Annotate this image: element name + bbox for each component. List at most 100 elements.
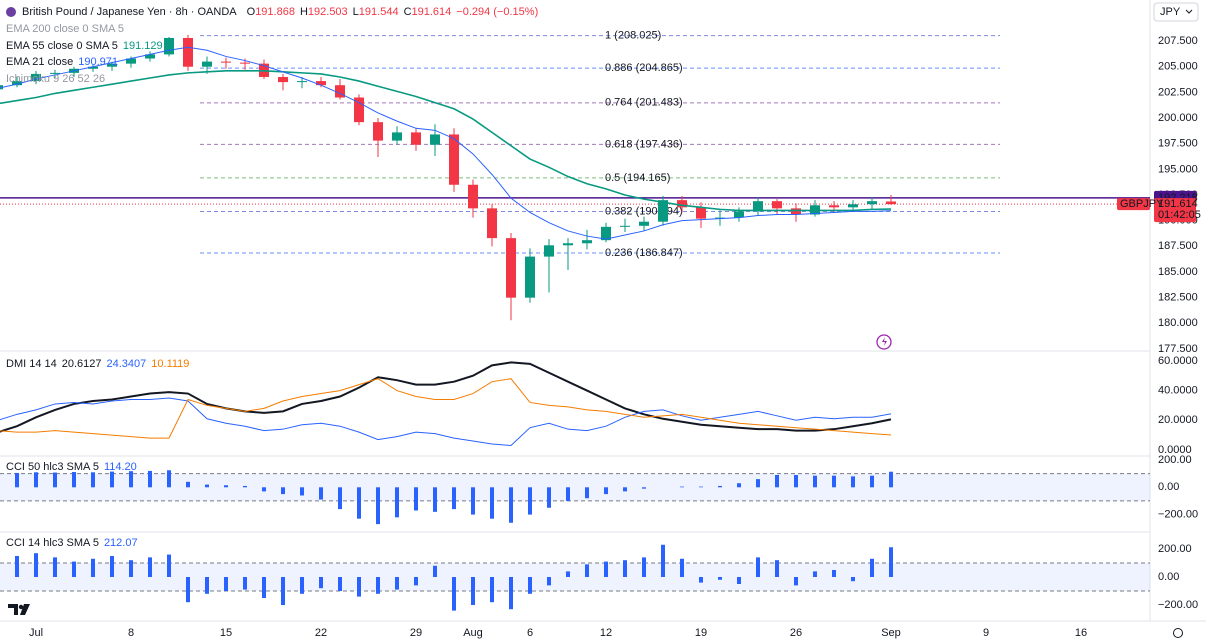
y-tick-label: 197.500 — [1158, 138, 1198, 150]
cci-bar — [471, 576, 475, 606]
dmi-line — [0, 361, 892, 433]
y-tick-label: 40.0000 — [1158, 384, 1198, 396]
price-tag — [1154, 198, 1196, 223]
cci-bar — [338, 487, 342, 510]
settings-icon[interactable] — [1173, 628, 1183, 638]
candle-body — [886, 201, 896, 205]
cci-bar — [72, 561, 76, 577]
x-tick-label: Jul — [29, 627, 43, 639]
cci-bar — [357, 576, 361, 597]
cci-bar — [794, 576, 798, 586]
cci-bar — [224, 485, 228, 488]
candle-body — [791, 208, 801, 215]
candle-body — [867, 201, 877, 205]
y-tick-label: 20.0000 — [1158, 414, 1198, 426]
cci-bar — [756, 557, 760, 577]
cci-bar — [509, 576, 513, 610]
cci-bar — [813, 571, 817, 577]
y-tick-label: −200.00 — [1158, 599, 1198, 611]
candle-body — [639, 221, 649, 226]
y-tick-label: 200.000 — [1158, 112, 1198, 124]
cci-bar — [794, 475, 798, 488]
cci-bar — [471, 487, 475, 515]
cci-bar — [167, 470, 171, 488]
x-tick-label: 6 — [527, 627, 533, 639]
legend-value: 10.1119 — [151, 358, 189, 370]
x-tick-label: 8 — [128, 627, 134, 639]
cci-bar — [623, 487, 627, 492]
fib-label: 0.5 (194.165) — [605, 172, 670, 184]
legend-value: 20.6127 — [62, 358, 102, 370]
cci-bar — [186, 576, 190, 603]
candle-body — [696, 207, 706, 219]
y-tick-label: 177.500 — [1158, 343, 1198, 355]
cci-bar — [604, 561, 608, 577]
ohlc-value: 191.868 — [255, 6, 295, 18]
cci-bar — [509, 487, 513, 523]
cci-bar — [699, 576, 703, 583]
alert-icon[interactable] — [876, 334, 892, 350]
fib-label: 0.764 (201.483) — [605, 97, 683, 109]
legend-value: 212.07 — [104, 537, 138, 549]
countdown: 01:42:05 — [1158, 209, 1201, 221]
candle-body — [525, 256, 535, 298]
cci-bar — [148, 470, 152, 488]
cci-bar — [262, 487, 266, 492]
legend-value: 24.3407 — [107, 358, 147, 370]
symbol-tag — [1117, 198, 1150, 211]
x-tick-label: 26 — [790, 627, 802, 639]
legend-entry: Ichimoku 9 26 52 26 — [6, 73, 105, 85]
panel-legend: CCI 50 hlc3 SMA 5 114.20 — [6, 461, 137, 473]
cci-bar — [300, 487, 304, 496]
legend-name: EMA 200 close 0 SMA 5 — [6, 23, 124, 35]
candle-body — [544, 245, 554, 257]
cci-bar — [585, 564, 589, 577]
cci-bar — [604, 487, 608, 495]
alert-bolt[interactable] — [882, 337, 887, 346]
fib-label: 0.886 (204.865) — [605, 62, 683, 74]
cci-bar — [528, 487, 532, 515]
cci-bar — [205, 576, 209, 594]
change: −0.294 (−0.15%) — [456, 6, 538, 18]
dropdown-arrow[interactable] — [1185, 9, 1193, 14]
ohlc-key: C — [404, 6, 412, 18]
logo-part — [8, 604, 18, 615]
y-tick-label: 180.000 — [1158, 317, 1198, 329]
cci-bar — [15, 555, 19, 577]
x-tick-label: 19 — [695, 627, 707, 639]
symbol-icon — [6, 7, 16, 17]
cci-bar — [737, 576, 741, 584]
candle-body — [278, 76, 288, 83]
cci-band — [0, 562, 1150, 591]
y-tick-label: 202.500 — [1158, 86, 1198, 98]
y-tick-label: 207.500 — [1158, 35, 1198, 47]
legend-value: 190.971 — [78, 56, 118, 68]
ohlc-value: 191.544 — [359, 6, 399, 18]
candle-body — [677, 200, 687, 208]
candle-body — [50, 72, 60, 74]
currency-box[interactable] — [1153, 2, 1199, 22]
cci-bar — [490, 576, 494, 603]
x-tick-label: 9 — [983, 627, 989, 639]
cci-bar — [243, 485, 247, 488]
ohlc-value: 192.503 — [308, 6, 348, 18]
y-tick-label: 187.500 — [1158, 240, 1198, 252]
ohlc-key: L — [353, 6, 359, 18]
candle-body — [829, 205, 839, 208]
cci-bar — [452, 487, 456, 510]
panel-title: CCI 50 hlc3 SMA 5 — [6, 461, 99, 473]
y-tick-label: 0.00 — [1158, 571, 1179, 583]
legend-name: Ichimoku 9 26 52 26 — [6, 73, 105, 85]
candle-body — [734, 211, 744, 218]
fib-label: 0.382 (190.894) — [605, 205, 683, 217]
panel-legend: DMI 14 14 20.6127 24.3407 10.1119 — [6, 358, 189, 370]
legend-entry: EMA 55 close 0 SMA 5 191.129 — [6, 40, 163, 52]
y-tick-label: 182.500 — [1158, 292, 1198, 304]
panel-title: DMI 14 14 — [6, 358, 57, 370]
cci-bar — [737, 483, 741, 488]
header-ohlc: O191.868 H192.503 L191.544 C191.614 −0.294 (… — [247, 6, 539, 18]
currency-select[interactable]: JPY — [1153, 2, 1199, 22]
currency[interactable]: JPY — [1160, 6, 1181, 18]
candle-body — [354, 97, 364, 123]
